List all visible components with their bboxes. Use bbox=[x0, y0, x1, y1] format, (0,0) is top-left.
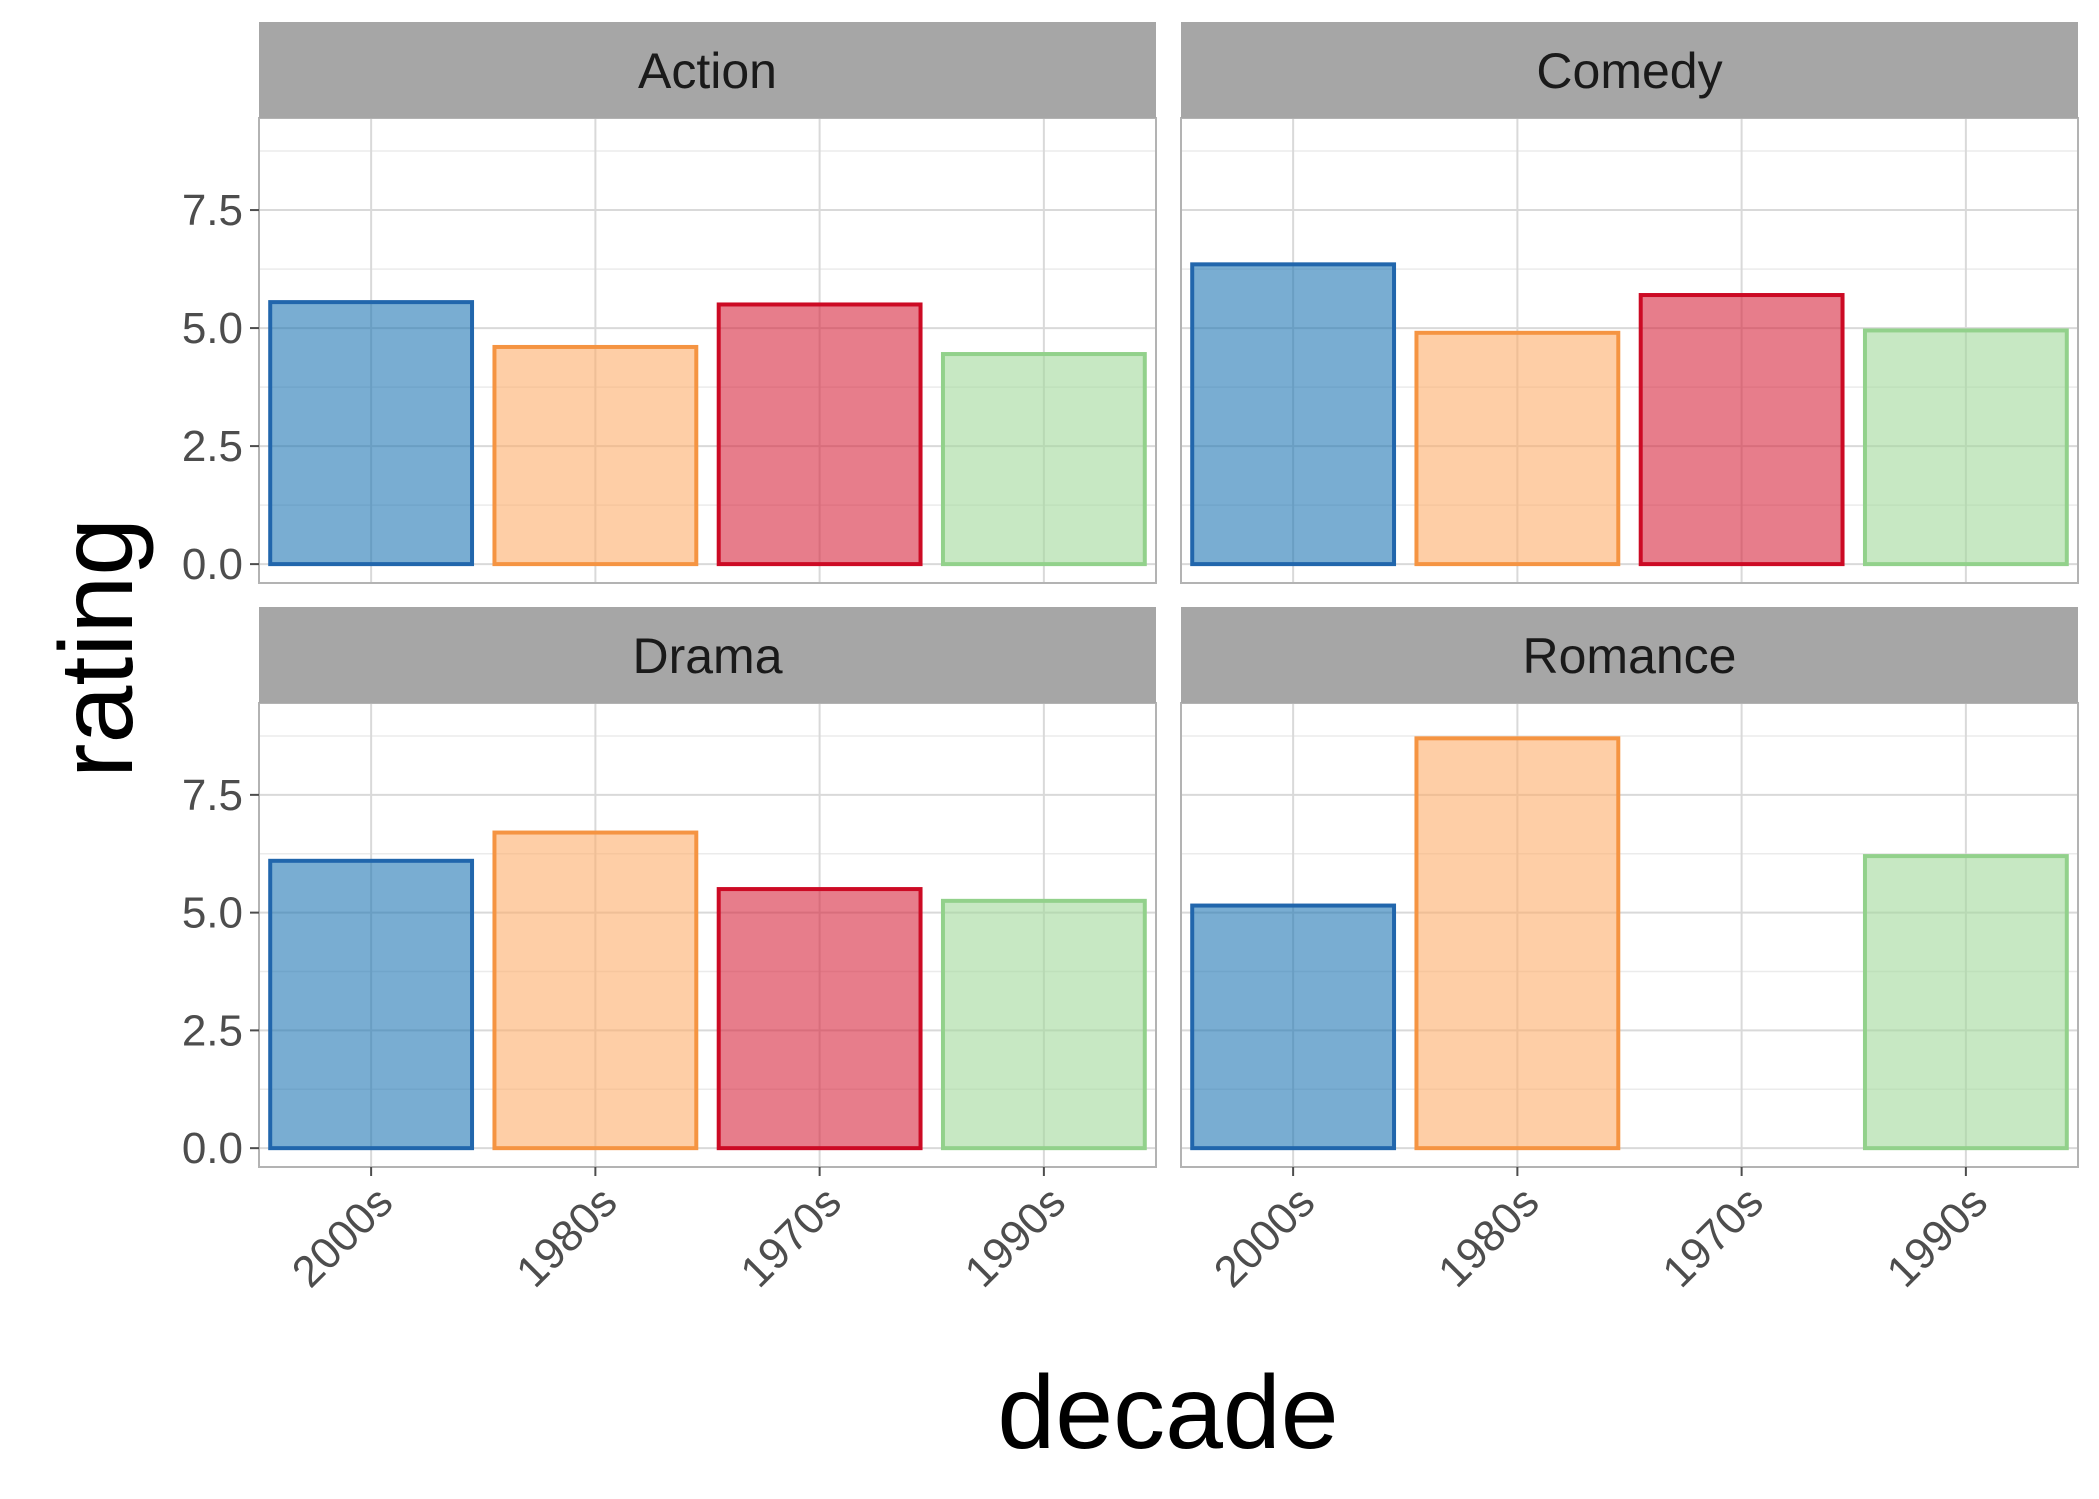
y-tick-label: 7.5 bbox=[182, 186, 243, 235]
strip-label-comedy: Comedy bbox=[1536, 43, 1722, 99]
strip-background bbox=[1181, 22, 2078, 118]
x-axis-title: decade bbox=[997, 1355, 1338, 1471]
bar-action-2000s bbox=[268, 300, 475, 567]
y-tick-label: 2.5 bbox=[182, 1006, 243, 1055]
y-axis-title: rating bbox=[39, 518, 155, 778]
x-tick-label: 1970s bbox=[731, 1177, 850, 1296]
bar-comedy-2000s bbox=[1190, 262, 1397, 567]
bar-drama-1970s bbox=[716, 887, 923, 1151]
bar-romance-1980s bbox=[1414, 736, 1621, 1151]
bar-drama-1980s bbox=[492, 830, 699, 1151]
strip-label-action: Action bbox=[638, 43, 777, 99]
bar-action-1980s bbox=[492, 344, 699, 567]
bar-action-1970s bbox=[716, 302, 923, 567]
y-tick-label: 7.5 bbox=[182, 771, 243, 820]
bar-comedy-1970s bbox=[1638, 293, 1845, 567]
x-tick-label: 1990s bbox=[956, 1177, 1075, 1296]
x-tick-label: 2000s bbox=[283, 1177, 402, 1296]
bar-romance-2000s bbox=[1190, 903, 1397, 1151]
y-tick-label: 0.0 bbox=[182, 540, 243, 589]
y-tick-label: 0.0 bbox=[182, 1124, 243, 1173]
x-tick-label: 1970s bbox=[1653, 1177, 1772, 1296]
strip-label-drama: Drama bbox=[632, 628, 782, 684]
chart-panels: Action 0.0 2.5 5.0 7.5 Comedy Drama 0.0 2.5 5.0 7.… bbox=[182, 22, 2079, 1297]
x-tick-label: 1990s bbox=[1878, 1177, 1997, 1296]
bar-comedy-1990s bbox=[1862, 328, 2069, 567]
y-tick-label: 2.5 bbox=[182, 422, 243, 471]
bar-drama-1990s bbox=[940, 898, 1147, 1151]
x-tick-label: 1980s bbox=[507, 1177, 626, 1296]
x-tick-label: 1980s bbox=[1429, 1177, 1548, 1296]
strip-background bbox=[259, 22, 1156, 118]
panel-comedy: Comedy bbox=[1180, 22, 2079, 584]
x-tick-label: 2000s bbox=[1205, 1177, 1324, 1296]
strip-background bbox=[1181, 607, 2078, 703]
strip-background bbox=[259, 607, 1156, 703]
bar-action-1990s bbox=[940, 352, 1147, 567]
panel-romance: Romance 2000s 1980s 1970s 1990s bbox=[1180, 607, 2079, 1297]
panel-drama: Drama 0.0 2.5 5.0 7.5 2000s 1980s 1970s 1990s bbox=[182, 607, 1157, 1297]
bar-drama-2000s bbox=[268, 858, 475, 1151]
y-tick-label: 5.0 bbox=[182, 304, 243, 353]
bar-comedy-1980s bbox=[1414, 330, 1621, 567]
y-tick-label: 5.0 bbox=[182, 889, 243, 938]
panel-action: Action 0.0 2.5 5.0 7.5 bbox=[182, 22, 1157, 589]
strip-label-romance: Romance bbox=[1523, 628, 1737, 684]
bar-romance-1990s bbox=[1862, 854, 2069, 1151]
